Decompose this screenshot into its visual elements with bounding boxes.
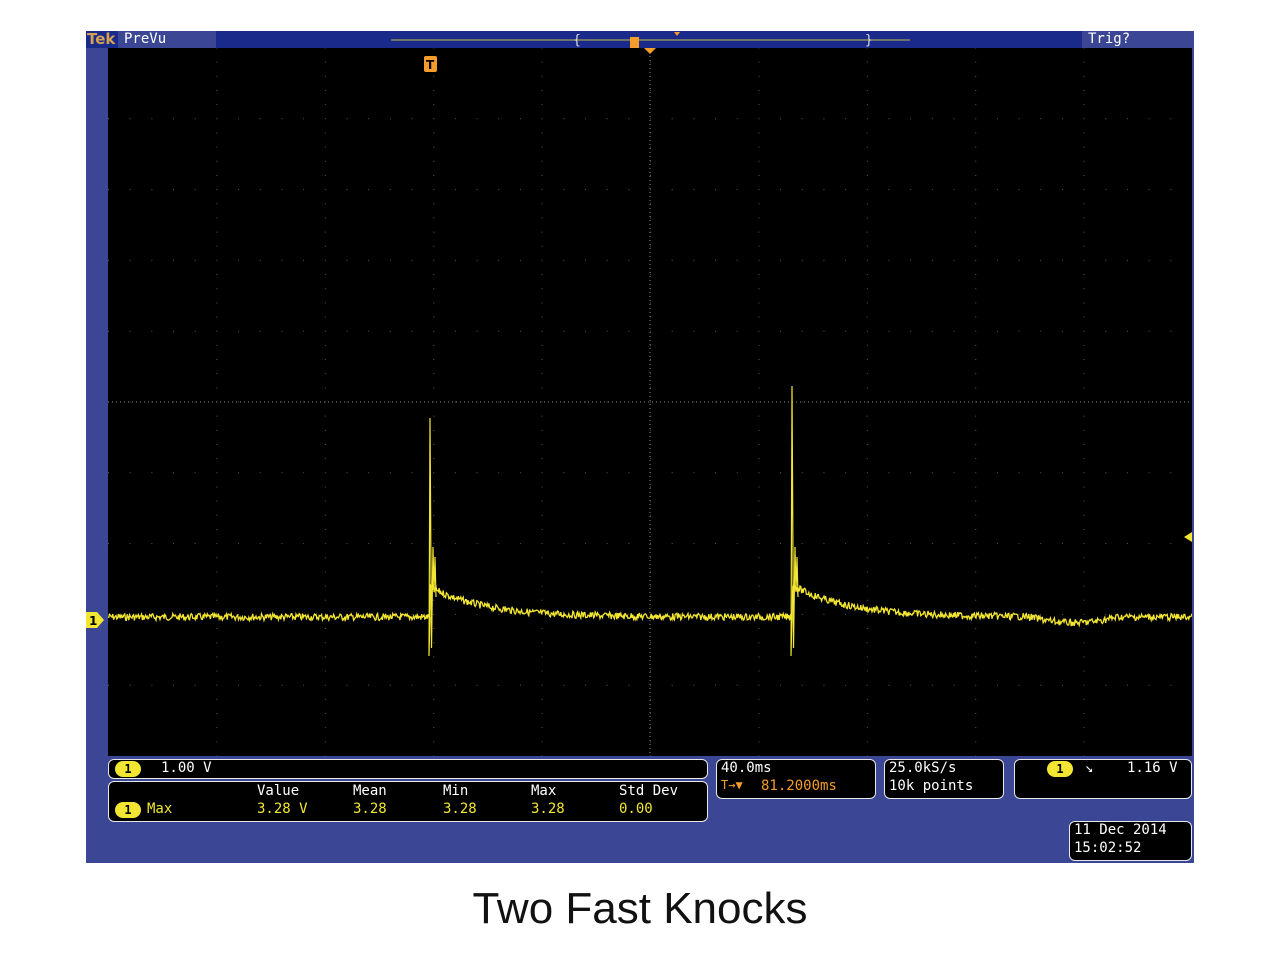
meas-type-label: Max bbox=[147, 801, 173, 817]
meas-channel-badge: 1 bbox=[115, 802, 141, 818]
meas-stddev: 0.00 bbox=[619, 801, 653, 817]
meas-max: 3.28 bbox=[531, 801, 565, 817]
time-text: 15:02:52 bbox=[1074, 840, 1142, 856]
knock-spike bbox=[428, 417, 437, 657]
vertical-scale-panel[interactable]: 1 1.00 V bbox=[108, 759, 708, 779]
meas-header-value: Value bbox=[257, 783, 300, 799]
waveform-graticule[interactable]: T bbox=[108, 48, 1192, 756]
timebase-panel[interactable]: 40.0ms T→▼ 81.2000ms bbox=[716, 759, 876, 799]
trigger-channel-badge: 1 bbox=[1047, 761, 1073, 777]
record-view-bar: { } bbox=[391, 32, 910, 48]
channel-1-ground-marker[interactable]: 1 bbox=[86, 612, 104, 628]
graticule-grid bbox=[108, 48, 1192, 756]
trigger-level: 1.16 V bbox=[1127, 760, 1178, 776]
slide-caption: Two Fast Knocks bbox=[472, 884, 808, 933]
meas-header-max: Max bbox=[531, 783, 557, 799]
channel-1-badge: 1 bbox=[115, 761, 141, 777]
brand-logo: Tek bbox=[86, 30, 116, 48]
trigger-panel[interactable]: 1 ↘ 1.16 V bbox=[1014, 759, 1192, 799]
trigger-status: Trig? bbox=[1082, 31, 1194, 48]
sample-rate: 25.0kS/s bbox=[889, 760, 957, 776]
knock-spike bbox=[790, 385, 799, 657]
measurement-panel[interactable]: Value Mean Min Max Std Dev 1 Max 3.28 V … bbox=[108, 781, 708, 822]
oscilloscope-display: Tek PreVu { } Trig? T 1 1 1.00 V Value M… bbox=[86, 31, 1194, 863]
meas-min: 3.28 bbox=[443, 801, 477, 817]
meas-value: 3.28 V bbox=[257, 801, 308, 817]
trigger-level-marker bbox=[1184, 532, 1192, 542]
date-text: 11 Dec 2014 bbox=[1074, 822, 1167, 838]
expansion-point-marker bbox=[644, 48, 656, 54]
svg-text:}: } bbox=[865, 33, 873, 48]
meas-mean: 3.28 bbox=[353, 801, 387, 817]
meas-header-min: Min bbox=[443, 783, 469, 799]
meas-header-stddev: Std Dev bbox=[619, 783, 679, 799]
svg-text:{: { bbox=[573, 33, 581, 48]
falling-edge-icon: ↘ bbox=[1085, 760, 1094, 776]
vertical-scale-value: 1.00 V bbox=[161, 760, 212, 776]
trigger-delay-value: 81.2000ms bbox=[761, 778, 837, 794]
meas-header-mean: Mean bbox=[353, 783, 387, 799]
trigger-position-marker bbox=[424, 56, 437, 72]
time-per-div: 40.0ms bbox=[721, 760, 772, 776]
record-length: 10k points bbox=[889, 778, 974, 794]
top-status-bar: Tek PreVu { } Trig? bbox=[86, 31, 1194, 48]
sampling-panel[interactable]: 25.0kS/s 10k points bbox=[884, 759, 1004, 799]
trigger-delay-icon: T→▼ bbox=[721, 778, 743, 792]
channel-1-trace bbox=[108, 583, 1192, 628]
channel-1-marker-label: 1 bbox=[89, 614, 97, 628]
trigger-position-label: T bbox=[426, 58, 435, 72]
acquisition-mode: PreVu bbox=[118, 31, 216, 48]
datetime-panel: 11 Dec 2014 15:02:52 bbox=[1069, 821, 1192, 861]
